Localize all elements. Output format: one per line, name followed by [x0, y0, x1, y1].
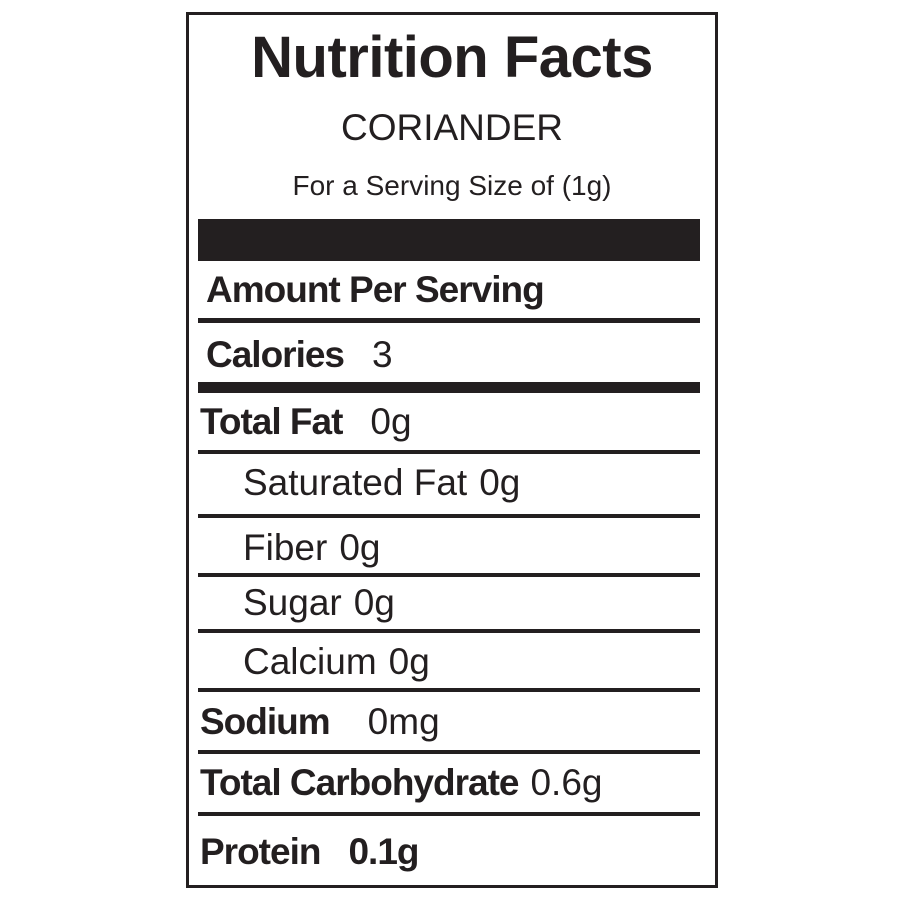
row-calories: Calories 3	[206, 333, 393, 377]
calcium-value: 0g	[388, 641, 430, 682]
label-title: Nutrition Facts	[251, 25, 653, 90]
thick-divider	[198, 382, 700, 393]
row-total-fat: Total Fat 0g	[200, 400, 412, 444]
divider	[198, 318, 700, 323]
divider	[198, 514, 700, 518]
row-saturated-fat: Saturated Fat 0g	[243, 461, 520, 505]
fiber-label: Fiber	[243, 527, 328, 568]
sodium-label: Sodium	[200, 701, 331, 742]
row-sodium: Sodium 0mg	[200, 700, 440, 744]
divider	[198, 750, 700, 754]
row-total-carbohydrate: Total Carbohydrate 0.6g	[200, 761, 602, 805]
protein-label: Protein	[200, 831, 321, 872]
row-fiber: Fiber 0g	[243, 526, 380, 570]
row-calcium: Calcium 0g	[243, 640, 430, 684]
total-fat-value: 0g	[370, 401, 412, 442]
total-carbohydrate-value: 0.6g	[530, 762, 603, 803]
divider	[198, 688, 700, 692]
divider	[198, 629, 700, 633]
divider	[198, 812, 700, 816]
product-name: CORIANDER	[340, 107, 564, 148]
row-sugar: Sugar 0g	[243, 581, 395, 625]
header-bar	[198, 219, 700, 261]
protein-value: 0.1g	[348, 831, 419, 872]
divider	[198, 450, 700, 454]
calories-value: 3	[372, 334, 393, 375]
sugar-label: Sugar	[243, 582, 342, 623]
calories-label: Calories	[206, 334, 345, 375]
saturated-fat-label: Saturated Fat	[243, 462, 468, 503]
divider	[198, 573, 700, 577]
fiber-value: 0g	[339, 527, 381, 568]
calcium-label: Calcium	[243, 641, 377, 682]
saturated-fat-value: 0g	[479, 462, 521, 503]
sodium-value: 0mg	[367, 701, 440, 742]
amount-per-serving: Amount Per Serving	[206, 269, 545, 310]
nutrition-label-border	[186, 12, 718, 888]
sugar-value: 0g	[353, 582, 395, 623]
row-protein: Protein 0.1g	[200, 830, 420, 874]
total-carbohydrate-label: Total Carbohydrate	[200, 762, 519, 803]
total-fat-label: Total Fat	[200, 401, 343, 442]
serving-size: For a Serving Size of (1g)	[292, 170, 612, 201]
